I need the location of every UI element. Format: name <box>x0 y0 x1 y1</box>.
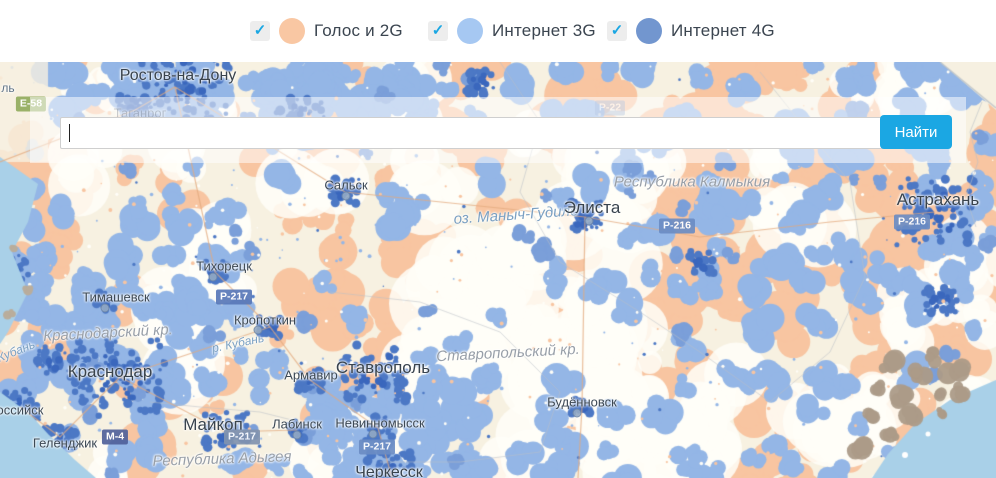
search-button[interactable]: Найти <box>880 115 952 149</box>
check-icon: ✓ <box>431 21 445 39</box>
legend-item-internet-4g[interactable]: ✓ Интернет 4G <box>607 11 775 51</box>
text-caret <box>69 124 70 142</box>
legend-label-internet-3g: Интернет 3G <box>492 21 596 40</box>
checkbox-internet-4g[interactable]: ✓ <box>607 21 627 41</box>
swatch-voice-2g-icon <box>279 18 305 44</box>
legend-bar: ✓ Голос и 2G ✓ Интернет 3G ✓ Интернет 4G <box>0 0 996 62</box>
legend-item-internet-3g[interactable]: ✓ Интернет 3G <box>428 11 596 51</box>
search-input[interactable] <box>60 117 886 149</box>
search-panel: Найти <box>30 97 966 163</box>
legend-label-voice-2g: Голос и 2G <box>314 21 403 40</box>
check-icon: ✓ <box>253 21 267 39</box>
checkbox-voice-2g[interactable]: ✓ <box>250 21 270 41</box>
check-icon: ✓ <box>610 21 624 39</box>
legend-item-voice-2g[interactable]: ✓ Голос и 2G <box>250 11 403 51</box>
checkbox-internet-3g[interactable]: ✓ <box>428 21 448 41</box>
swatch-internet-4g-icon <box>636 18 662 44</box>
coverage-map[interactable]: Ростов-на-ДонуТаганрогльСальскоз. Маныч-… <box>0 62 996 478</box>
swatch-internet-3g-icon <box>457 18 483 44</box>
legend-label-internet-4g: Интернет 4G <box>671 21 775 40</box>
